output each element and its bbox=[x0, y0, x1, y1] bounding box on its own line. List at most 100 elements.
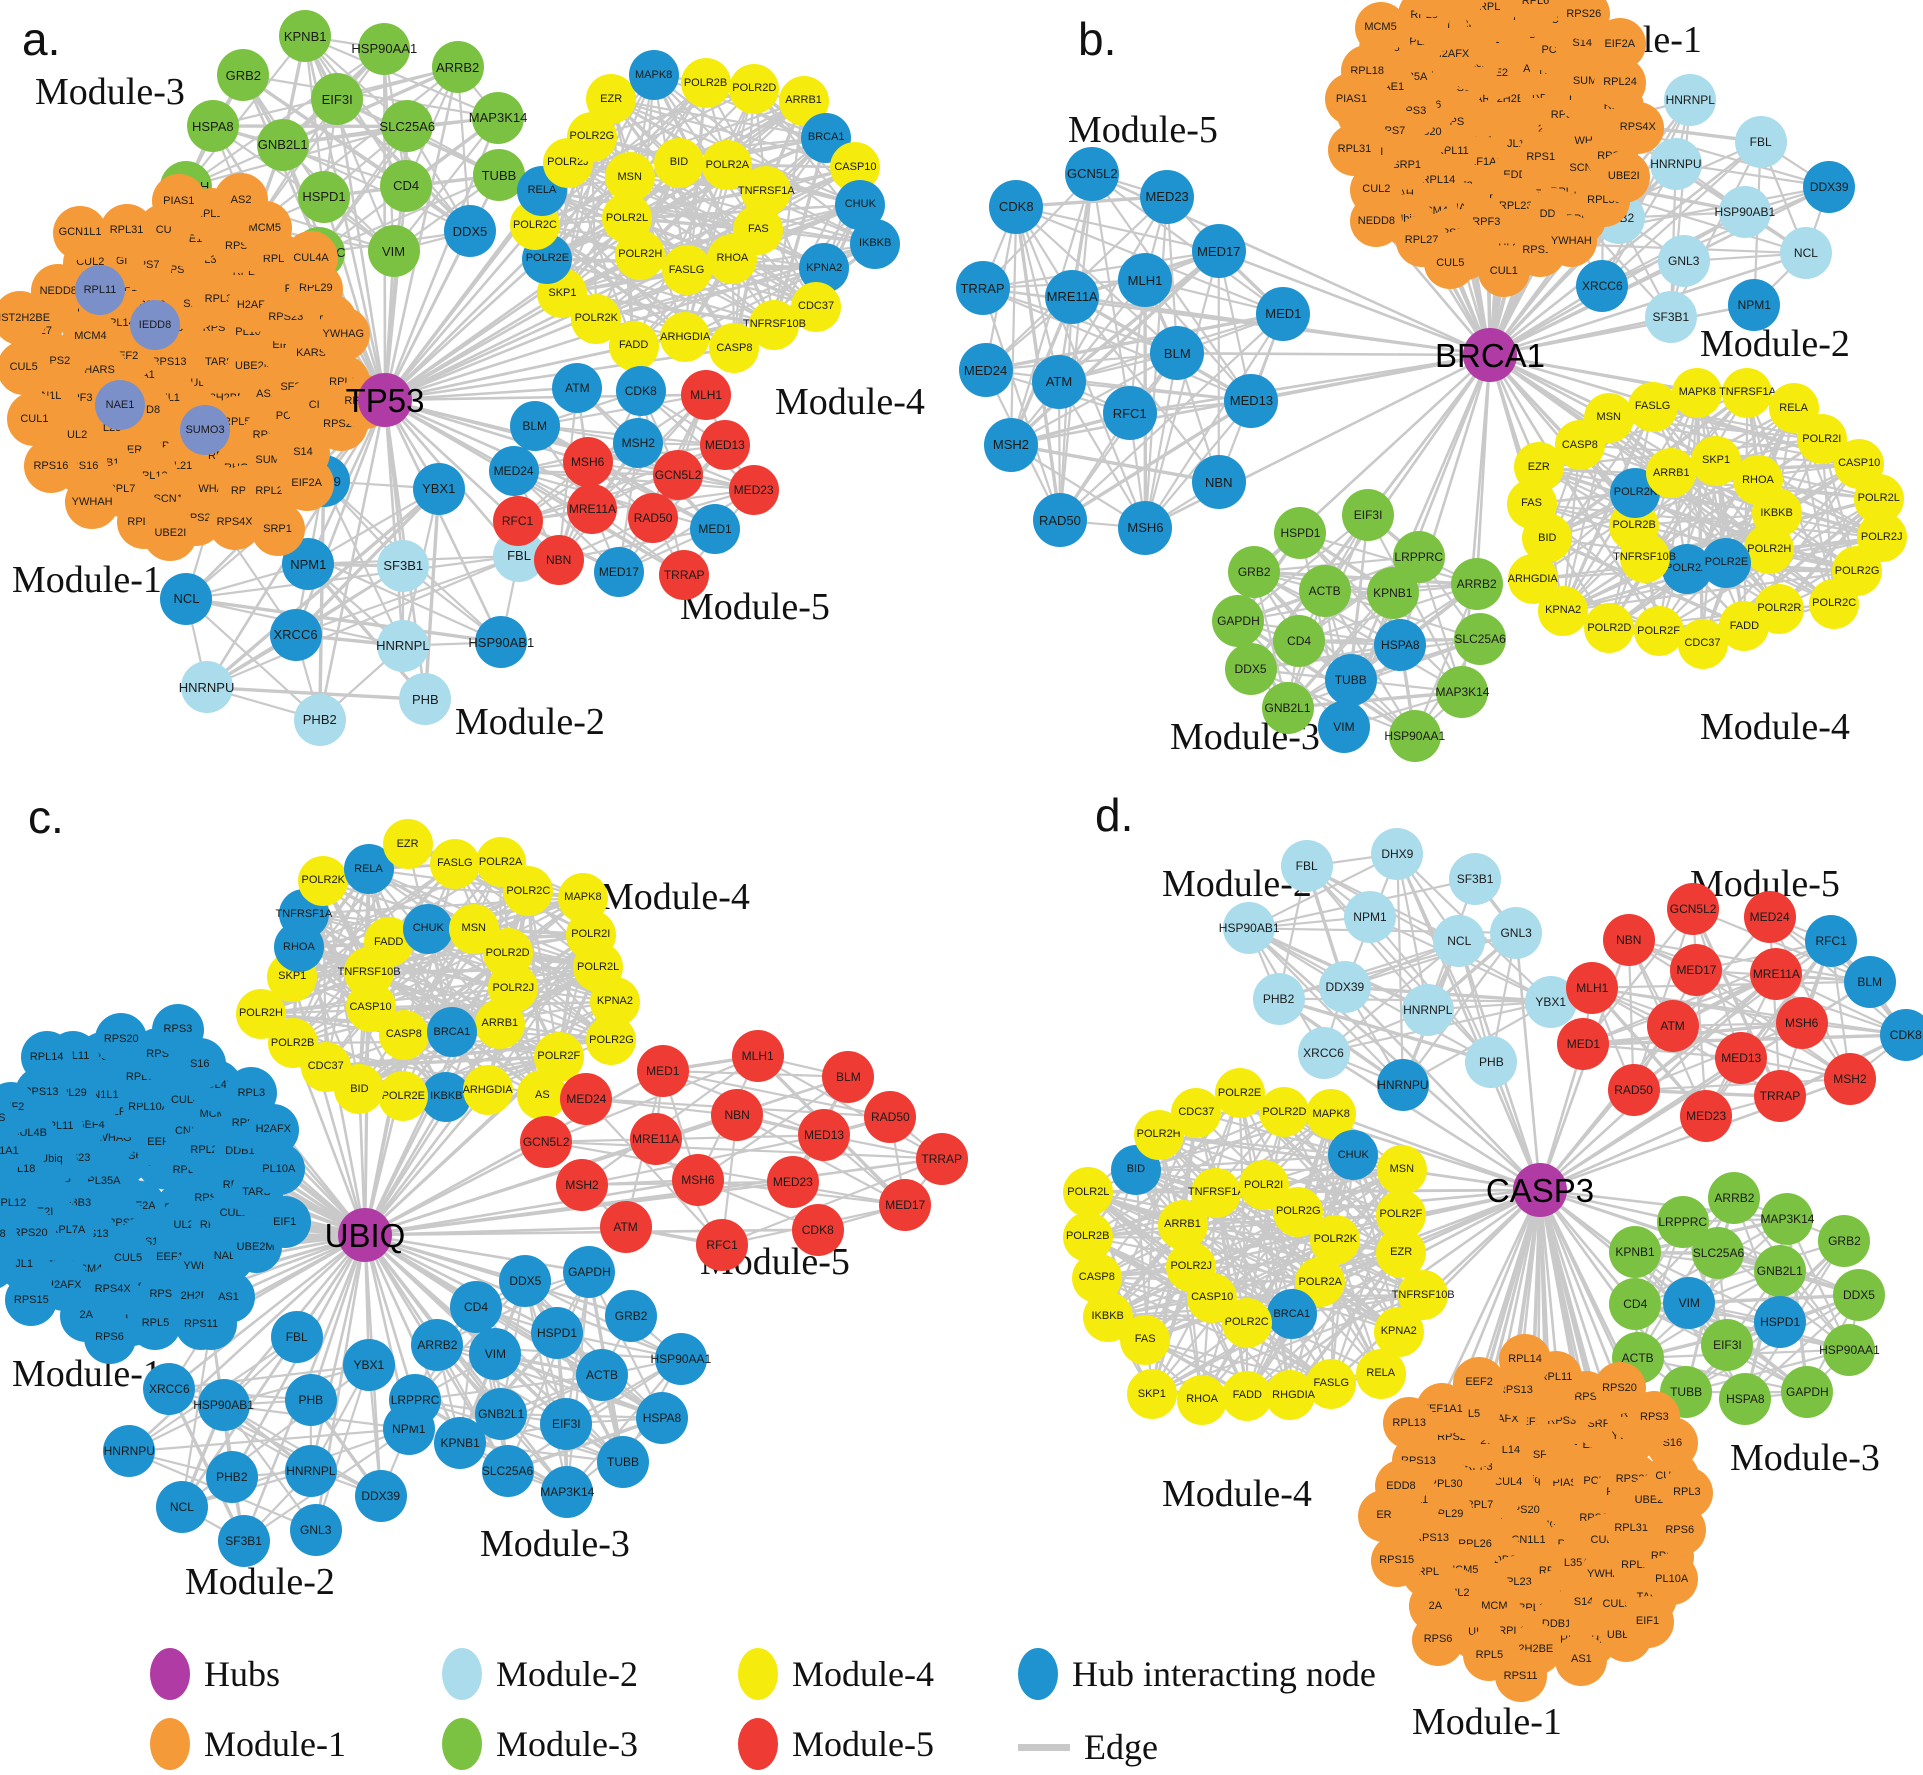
node-sf3b1[interactable]: SF3B1 bbox=[1644, 291, 1697, 344]
node-gcn5l2[interactable]: GCN5L2 bbox=[1667, 882, 1720, 935]
node-ddx5[interactable]: DDX5 bbox=[443, 205, 496, 258]
node-eif3i[interactable]: EIF3I bbox=[1342, 489, 1395, 542]
node-hspd1[interactable]: HSPD1 bbox=[531, 1306, 584, 1359]
node-rps11[interactable]: RPS11 bbox=[175, 1298, 228, 1350]
node-hspa8[interactable]: HSPA8 bbox=[1374, 618, 1427, 671]
node-fbl[interactable]: FBL bbox=[1734, 115, 1787, 168]
node-med13[interactable]: MED13 bbox=[1715, 1032, 1768, 1085]
node-slc25a6[interactable]: SLC25A6 bbox=[379, 100, 435, 153]
node-hspa8[interactable]: HSPA8 bbox=[635, 1391, 688, 1444]
node-med13[interactable]: MED13 bbox=[1224, 373, 1279, 428]
node-rfc1[interactable]: RFC1 bbox=[696, 1219, 749, 1272]
hub-node-casp3[interactable]: CASP3 bbox=[1486, 1163, 1594, 1217]
node-phb[interactable]: PHB bbox=[284, 1374, 337, 1427]
node-polr2d[interactable]: POLR2D bbox=[1584, 603, 1635, 654]
node-kpnb1[interactable]: KPNB1 bbox=[279, 10, 332, 63]
node-as1[interactable]: AS1 bbox=[1555, 1633, 1608, 1686]
node-mcm5[interactable]: MCM5 bbox=[1354, 1, 1407, 54]
node-hsp90aa1[interactable]: HSP90AA1 bbox=[651, 1332, 711, 1385]
node-ube2i[interactable]: UBE2I bbox=[1597, 150, 1650, 203]
node-hspa8[interactable]: HSPA8 bbox=[1719, 1372, 1772, 1425]
node-fadd[interactable]: FADD bbox=[1222, 1370, 1273, 1421]
node-vim[interactable]: VIM bbox=[1663, 1277, 1716, 1330]
node-gapdh[interactable]: GAPDH bbox=[1781, 1366, 1834, 1419]
node-map3k14[interactable]: MAP3K14 bbox=[540, 1466, 594, 1519]
node-eif3i[interactable]: EIF3I bbox=[1701, 1318, 1754, 1371]
node-lrpprc[interactable]: LRPPRC bbox=[1656, 1195, 1709, 1248]
node-phb[interactable]: PHB bbox=[1465, 1035, 1518, 1088]
node-blm[interactable]: BLM bbox=[1843, 955, 1896, 1008]
node-xrcc6[interactable]: XRCC6 bbox=[1297, 1026, 1350, 1079]
node-cdk8[interactable]: CDK8 bbox=[615, 366, 666, 416]
node-polr2e[interactable]: POLR2E bbox=[1701, 537, 1752, 588]
node-msn[interactable]: MSN bbox=[604, 152, 655, 203]
node-bid[interactable]: BID bbox=[653, 137, 704, 188]
node-med24[interactable]: MED24 bbox=[958, 343, 1013, 398]
node-med1[interactable]: MED1 bbox=[636, 1044, 689, 1097]
node-hsp90ab1[interactable]: HSP90AB1 bbox=[1715, 186, 1775, 238]
node-ywhag[interactable]: YWHAG bbox=[1484, 0, 1537, 5]
node-gnl3[interactable]: GNL3 bbox=[1657, 235, 1710, 288]
node-eif2a[interactable]: EIF2A bbox=[1593, 18, 1646, 71]
node-atm[interactable]: ATM bbox=[552, 362, 603, 413]
node-rpl5[interactable]: RPL5 bbox=[129, 1297, 182, 1350]
node-phb2[interactable]: PHB2 bbox=[205, 1451, 258, 1504]
node-cdk8[interactable]: CDK8 bbox=[791, 1203, 844, 1256]
node-actb[interactable]: ACTB bbox=[1298, 564, 1351, 617]
node-atm[interactable]: ATM bbox=[599, 1201, 652, 1254]
node-rps16[interactable]: RPS16 bbox=[23, 439, 78, 494]
node-brca1[interactable]: BRCA1 bbox=[1266, 1289, 1317, 1340]
node-med24[interactable]: MED24 bbox=[488, 445, 539, 496]
node-arrb2[interactable]: ARRB2 bbox=[1708, 1172, 1761, 1225]
node-er[interactable]: ER bbox=[0, 1237, 16, 1290]
node-eif1[interactable]: EIF1 bbox=[258, 1196, 311, 1249]
node-rpl14[interactable]: RPL14 bbox=[1499, 1333, 1552, 1386]
node-rad50[interactable]: RAD50 bbox=[1607, 1064, 1660, 1117]
node-kpnb1[interactable]: KPNB1 bbox=[434, 1416, 487, 1469]
node-gcn5l2[interactable]: GCN5L2 bbox=[653, 449, 704, 500]
node-med1[interactable]: MED1 bbox=[1557, 1018, 1610, 1071]
node-arrb2[interactable]: ARRB2 bbox=[1450, 558, 1503, 611]
node-chuk[interactable]: CHUK bbox=[1328, 1130, 1379, 1181]
node-phb2[interactable]: PHB2 bbox=[293, 693, 346, 746]
node-msh6[interactable]: MSH6 bbox=[1118, 500, 1173, 555]
node-mre11a[interactable]: MRE11A bbox=[629, 1112, 682, 1165]
node-med1[interactable]: MED1 bbox=[690, 503, 741, 554]
node-cul4a[interactable]: CUL4A bbox=[1404, 0, 1457, 17]
node-hsp90aa1[interactable]: HSP90AA1 bbox=[1819, 1323, 1880, 1376]
node-msh6[interactable]: MSH6 bbox=[671, 1153, 724, 1206]
node-nbn[interactable]: NBN bbox=[1191, 455, 1246, 510]
node-faslg[interactable]: FASLG bbox=[1627, 381, 1678, 432]
node-polr2l[interactable]: POLR2L bbox=[1063, 1167, 1114, 1218]
node-ube2i[interactable]: UBE2I bbox=[143, 506, 198, 561]
node-ncl[interactable]: NCL bbox=[1433, 915, 1486, 968]
node-as2[interactable]: AS2 bbox=[214, 173, 269, 228]
node-vim[interactable]: VIM bbox=[1317, 700, 1370, 753]
node-msh2[interactable]: MSH2 bbox=[556, 1158, 609, 1211]
node-trrap[interactable]: TRRAP bbox=[1753, 1070, 1806, 1123]
node-med17[interactable]: MED17 bbox=[1670, 944, 1723, 997]
node-rps4x[interactable]: RPS4X bbox=[1611, 101, 1664, 154]
node-mapk8[interactable]: MAPK8 bbox=[1672, 367, 1723, 418]
node-rfc1[interactable]: RFC1 bbox=[1102, 386, 1157, 441]
node-xrcc6[interactable]: XRCC6 bbox=[1576, 259, 1629, 312]
node-ddx39[interactable]: DDX39 bbox=[1803, 160, 1856, 213]
node-pias1[interactable]: PIAS1 bbox=[151, 174, 206, 229]
node-polr2b[interactable]: POLR2B bbox=[1062, 1211, 1113, 1262]
node-gcn1l1[interactable]: GCN1L1 bbox=[53, 205, 108, 260]
node-hnrnpl[interactable]: HNRNPL bbox=[1664, 73, 1717, 126]
node-mre11a[interactable]: MRE11A bbox=[1750, 948, 1803, 1001]
node-med17[interactable]: MED17 bbox=[593, 546, 644, 597]
node-polr2e[interactable]: POLR2E bbox=[1214, 1068, 1265, 1119]
node-tnfrsf1a[interactable]: TNFRSF1A bbox=[1719, 367, 1776, 418]
node-med17[interactable]: MED17 bbox=[879, 1179, 932, 1232]
node-rps15[interactable]: RPS15 bbox=[5, 1274, 58, 1327]
node-rps15[interactable]: RPS15 bbox=[1370, 1534, 1423, 1587]
node-hnrnpu[interactable]: HNRNPU bbox=[179, 661, 234, 714]
node-rfc1[interactable]: RFC1 bbox=[492, 495, 543, 546]
node-hnrnpl[interactable]: HNRNPL bbox=[1401, 983, 1454, 1036]
node-srp1[interactable]: SRP1 bbox=[250, 502, 305, 557]
node-fbl[interactable]: FBL bbox=[270, 1311, 323, 1364]
node-ncl[interactable]: NCL bbox=[1779, 227, 1832, 280]
node-ncl[interactable]: NCL bbox=[155, 1480, 208, 1533]
